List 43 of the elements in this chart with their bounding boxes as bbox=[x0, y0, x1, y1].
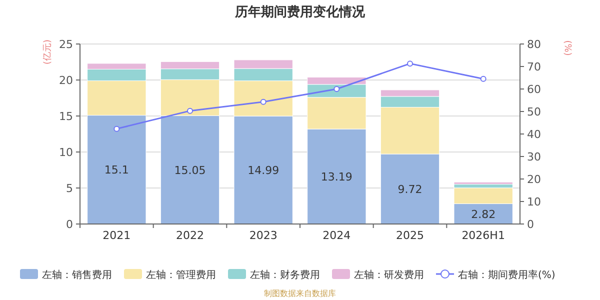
data-label: 15.05 bbox=[174, 164, 206, 177]
bar bbox=[454, 182, 513, 185]
data-label: 2.82 bbox=[471, 208, 496, 221]
y-tick-label: 10 bbox=[59, 146, 73, 159]
y-tick-label: 5 bbox=[66, 182, 73, 195]
y2-tick-label: 20 bbox=[527, 173, 541, 186]
x-tick-label: 2025 bbox=[396, 229, 424, 242]
y2-axis-title: (%) bbox=[562, 40, 572, 56]
point bbox=[114, 126, 120, 132]
y2-tick-label: 40 bbox=[527, 128, 541, 141]
y-tick-label: 20 bbox=[59, 74, 73, 87]
y2-tick-label: 10 bbox=[527, 196, 541, 208]
y2-tick-label: 80 bbox=[527, 38, 541, 51]
point bbox=[480, 76, 486, 82]
x-tick-label: 2024 bbox=[322, 229, 351, 242]
point bbox=[407, 60, 413, 67]
y2-tick-label: 30 bbox=[527, 150, 541, 164]
y2-tick-label: 50 bbox=[527, 106, 541, 118]
y2-tick-label: 60 bbox=[527, 83, 541, 96]
y-tick-label: 0 bbox=[66, 218, 73, 231]
y2-tick-label: 70 bbox=[527, 60, 541, 74]
y2-tick-label: 0 bbox=[527, 218, 534, 231]
x-tick-label: 2021 bbox=[102, 229, 131, 242]
data-label: 15.1 bbox=[104, 164, 129, 177]
y-tick-label: 15 bbox=[59, 110, 73, 123]
x-tick-label: 2023 bbox=[249, 229, 278, 242]
data-label: 14.99 bbox=[248, 164, 280, 178]
legend-label: 左轴：财务费用 bbox=[250, 269, 320, 281]
point bbox=[260, 98, 266, 105]
point bbox=[187, 108, 193, 114]
y-tick-label: 25 bbox=[59, 38, 73, 51]
chart-title: 历年期间费用变化情况 bbox=[234, 4, 366, 20]
text: 制图数据来自数据库 bbox=[264, 289, 336, 298]
legend-label: 右轴：期间费用率(%) bbox=[458, 269, 556, 281]
point bbox=[334, 86, 340, 92]
data-label: 13.19 bbox=[320, 170, 352, 184]
legend-label: 左轴：研发费用 bbox=[354, 269, 424, 281]
legend-label: 左轴：管理费用 bbox=[146, 269, 216, 281]
x-tick-label: 2026H1 bbox=[462, 229, 505, 242]
data-label: 9.72 bbox=[398, 183, 422, 196]
x-tick-label: 2022 bbox=[176, 229, 204, 242]
legend-label: 左轴：销售费用 bbox=[42, 269, 112, 281]
y-axis-title: (亿元) bbox=[42, 39, 53, 65]
